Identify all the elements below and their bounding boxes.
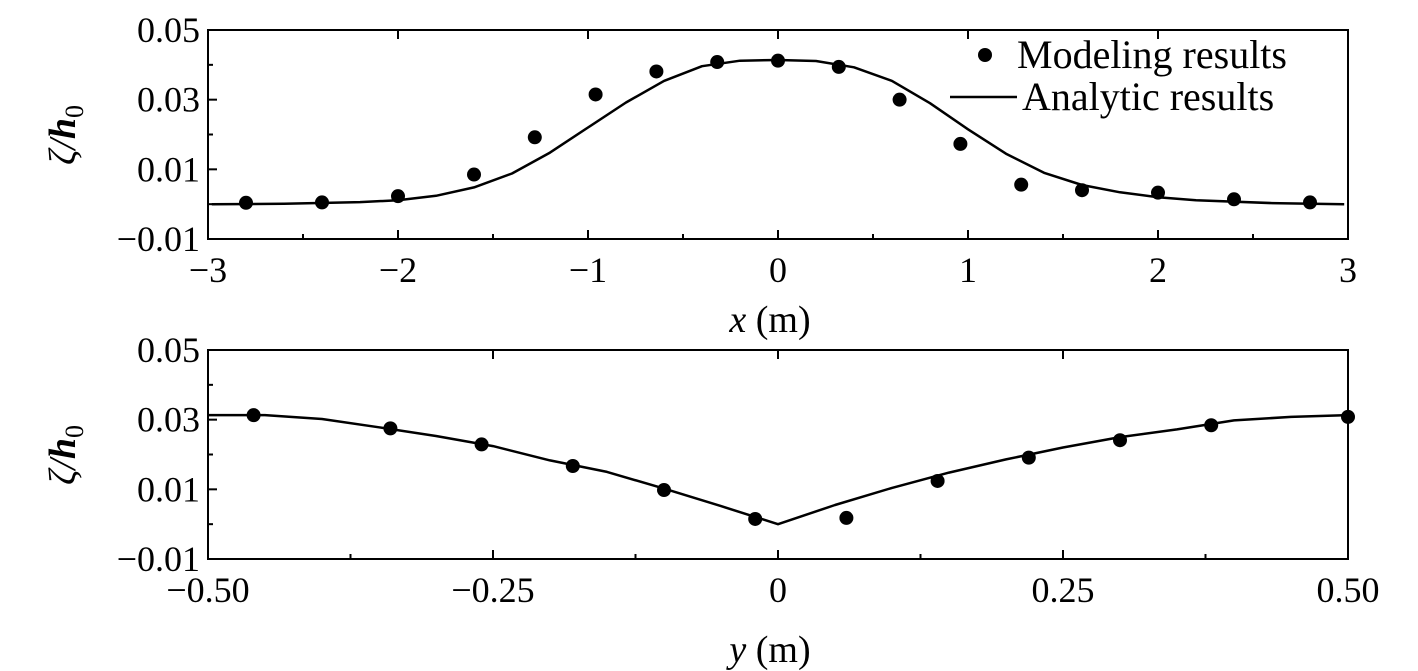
legend-label-modeling: Modeling results xyxy=(1017,32,1287,77)
x-axis-unit: (m) xyxy=(746,629,810,671)
x-axis-var: y xyxy=(725,629,746,671)
modeling-point xyxy=(892,92,907,107)
legend-label-analytic: Analytic results xyxy=(1022,74,1274,119)
y-tick-label: 0.05 xyxy=(137,330,200,370)
modeling-point xyxy=(1303,195,1317,210)
y-axis-label: ζ/h0 xyxy=(42,425,89,485)
x-tick-label: −3 xyxy=(189,250,227,290)
modeling-point xyxy=(1341,409,1355,424)
modeling-point xyxy=(831,59,846,74)
y-tick-label: 0.03 xyxy=(137,400,200,440)
y-tick-label: 0.03 xyxy=(137,80,200,120)
y-axis-sub: 0 xyxy=(60,105,89,118)
y-axis-sub: 0 xyxy=(60,425,89,438)
y-axis-h: h xyxy=(42,438,84,459)
plot-frame xyxy=(207,349,1349,560)
chart-panel-1: −3 −2 −1 0 1 2 3−0.010.010.030.05x (m)ζ/h0Mode… xyxy=(42,10,1357,341)
x-tick-label: 0 xyxy=(769,570,787,610)
x-tick-label: 0.25 xyxy=(1032,570,1095,610)
y-axis-h: h xyxy=(42,118,84,139)
y-axis-zeta: ζ/ xyxy=(42,456,84,485)
x-axis-var: x xyxy=(728,299,746,341)
x-tick-label: 0.50 xyxy=(1317,570,1380,610)
y-axis-zeta: ζ/ xyxy=(42,136,84,165)
analytic-line xyxy=(208,413,1349,526)
x-tick-label: 0 xyxy=(769,250,787,290)
modeling-point xyxy=(588,87,603,102)
modeling-point xyxy=(649,64,664,79)
x-tick-label: −0.50 xyxy=(166,570,249,610)
x-tick-label: 3 xyxy=(1339,250,1357,290)
analytic-line xyxy=(211,58,1345,206)
modeling-point xyxy=(839,510,854,525)
y-tick-label: −0.01 xyxy=(117,219,200,259)
x-tick-label: −2 xyxy=(379,250,417,290)
modeling-point xyxy=(467,167,481,182)
y-tick-label: 0.05 xyxy=(137,10,200,50)
x-axis-label: x (m) xyxy=(728,299,810,341)
y-axis-label: ζ/h0 xyxy=(42,105,89,165)
x-tick-label: 1 xyxy=(959,250,977,290)
modeling-point xyxy=(1227,192,1241,207)
legend-marker-modeling xyxy=(978,48,992,62)
x-tick-label: 2 xyxy=(1149,250,1167,290)
modeling-point xyxy=(953,136,968,151)
y-tick-label: 0.01 xyxy=(137,149,200,189)
modeling-point xyxy=(1014,177,1029,192)
chart-panel-2: −0.50 −0.25 0 0.25 0.50 −0.01 0.01 0.03 0.05 y (m… xyxy=(42,330,1380,671)
x-axis-label: y (m) xyxy=(725,629,810,671)
modeling-point xyxy=(527,130,542,145)
y-tick-label: 0.01 xyxy=(137,469,200,509)
x-axis-unit: (m) xyxy=(746,299,810,341)
x-tick-label: −1 xyxy=(569,250,607,290)
x-tick-label: −0.25 xyxy=(451,570,534,610)
y-tick-label: −0.01 xyxy=(117,539,200,579)
